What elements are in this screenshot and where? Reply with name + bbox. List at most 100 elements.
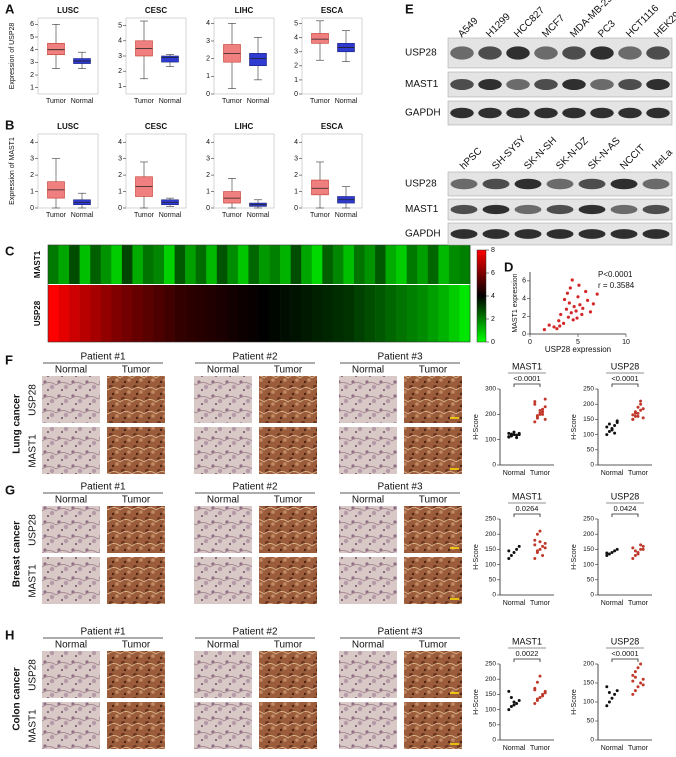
stain-label: MAST1 — [28, 564, 39, 598]
dot — [515, 547, 519, 551]
heat-cell — [375, 245, 386, 284]
y-tick-label: 5 — [118, 22, 122, 29]
dot — [533, 402, 537, 406]
dot — [512, 430, 516, 434]
dot — [512, 550, 516, 554]
dot — [639, 399, 643, 403]
heat-cell — [153, 245, 165, 284]
heat-cell — [417, 285, 429, 342]
heat-cell — [216, 285, 228, 342]
y-tick-label: 4 — [30, 139, 34, 146]
y-tick-label: 50 — [587, 718, 595, 725]
band — [618, 79, 642, 90]
dot — [636, 405, 640, 409]
box — [223, 191, 241, 204]
heat-cell — [237, 285, 249, 342]
dot — [515, 436, 519, 440]
heat-cell — [301, 285, 313, 342]
dot — [507, 689, 511, 693]
y-tick-label: 0 — [294, 91, 298, 98]
plot-title: CESC — [145, 122, 167, 131]
dot — [533, 420, 537, 424]
heat-cell — [227, 285, 239, 342]
y-tick-label: 3 — [30, 59, 34, 66]
plot-title: MAST1 — [512, 491, 542, 501]
plot-title: ESCA — [321, 6, 343, 15]
column-label: Normal — [207, 365, 239, 376]
point — [569, 311, 573, 315]
p-value: <0.0001 — [611, 374, 638, 383]
ihc-image — [42, 651, 100, 698]
band — [590, 79, 614, 90]
ihc-image — [194, 702, 252, 749]
point — [547, 323, 551, 327]
heat-cell — [248, 285, 260, 342]
y-tick-label: 50 — [587, 577, 595, 584]
stain-label: USP28 — [28, 514, 39, 546]
heat-cell — [100, 245, 112, 284]
dot — [538, 411, 542, 415]
plot-frame — [37, 17, 99, 95]
x-tick-label: Tumor — [628, 745, 649, 752]
ihc-image — [339, 427, 397, 474]
y-axis-label: H-Score — [473, 689, 480, 715]
point — [558, 324, 562, 328]
heat-cell — [385, 285, 397, 342]
band — [450, 46, 474, 60]
x-tick-label: Normal — [601, 600, 624, 607]
plot-title: CESC — [145, 6, 167, 15]
y-axis-label: H-Score — [473, 544, 480, 570]
heat-cell — [406, 245, 418, 284]
band — [478, 46, 502, 60]
dot — [535, 415, 539, 419]
dot — [636, 411, 640, 415]
plot-title: MAST1 — [512, 636, 542, 646]
plot-frame — [213, 17, 275, 95]
dot — [535, 549, 539, 553]
heat-cell — [142, 285, 154, 342]
band — [618, 46, 642, 60]
ihc-image — [194, 506, 252, 553]
point — [578, 303, 582, 307]
y-tick-label: 100 — [583, 431, 594, 438]
heat-cell — [111, 285, 123, 342]
dot — [636, 685, 640, 689]
y-tick-label: 2 — [30, 172, 34, 179]
y-axis-label: Expression of USP28 — [9, 23, 16, 90]
dot — [639, 543, 643, 547]
dot — [607, 691, 611, 694]
ihc-image — [339, 376, 397, 423]
lane-label: A549 — [456, 15, 481, 40]
y-tick-label: 0 — [522, 331, 526, 338]
heat-cell — [438, 285, 450, 342]
dot — [631, 413, 635, 417]
point — [565, 291, 570, 295]
panel-label: H — [5, 627, 14, 642]
dot — [636, 552, 640, 556]
y-tick-label: 0 — [294, 205, 298, 212]
y-tick-label: 4 — [522, 295, 526, 302]
p-value: 0.0022 — [516, 649, 539, 658]
y-tick-label: 2 — [30, 72, 34, 79]
dot — [507, 435, 511, 439]
dot — [631, 679, 635, 683]
y-tick-label: 150 — [485, 546, 496, 553]
heat-cell — [90, 285, 102, 342]
dot — [641, 547, 645, 551]
y-tick-label: 4 — [294, 35, 298, 42]
point — [574, 309, 578, 313]
heat-cell — [427, 285, 439, 342]
patient-label: Patient #3 — [377, 482, 422, 493]
dot — [538, 674, 542, 678]
dot — [639, 662, 643, 666]
ihc-image — [42, 557, 100, 604]
p-value: 0.0424 — [614, 504, 637, 513]
row-label: GAPDH — [405, 108, 441, 119]
y-tick-label: 300 — [485, 386, 496, 393]
x-tick-label: Normal — [601, 745, 624, 752]
dot — [610, 550, 614, 554]
point — [570, 278, 574, 282]
y-tick-label: 50 — [587, 447, 595, 454]
column-label: Normal — [207, 495, 239, 506]
point — [552, 325, 556, 329]
